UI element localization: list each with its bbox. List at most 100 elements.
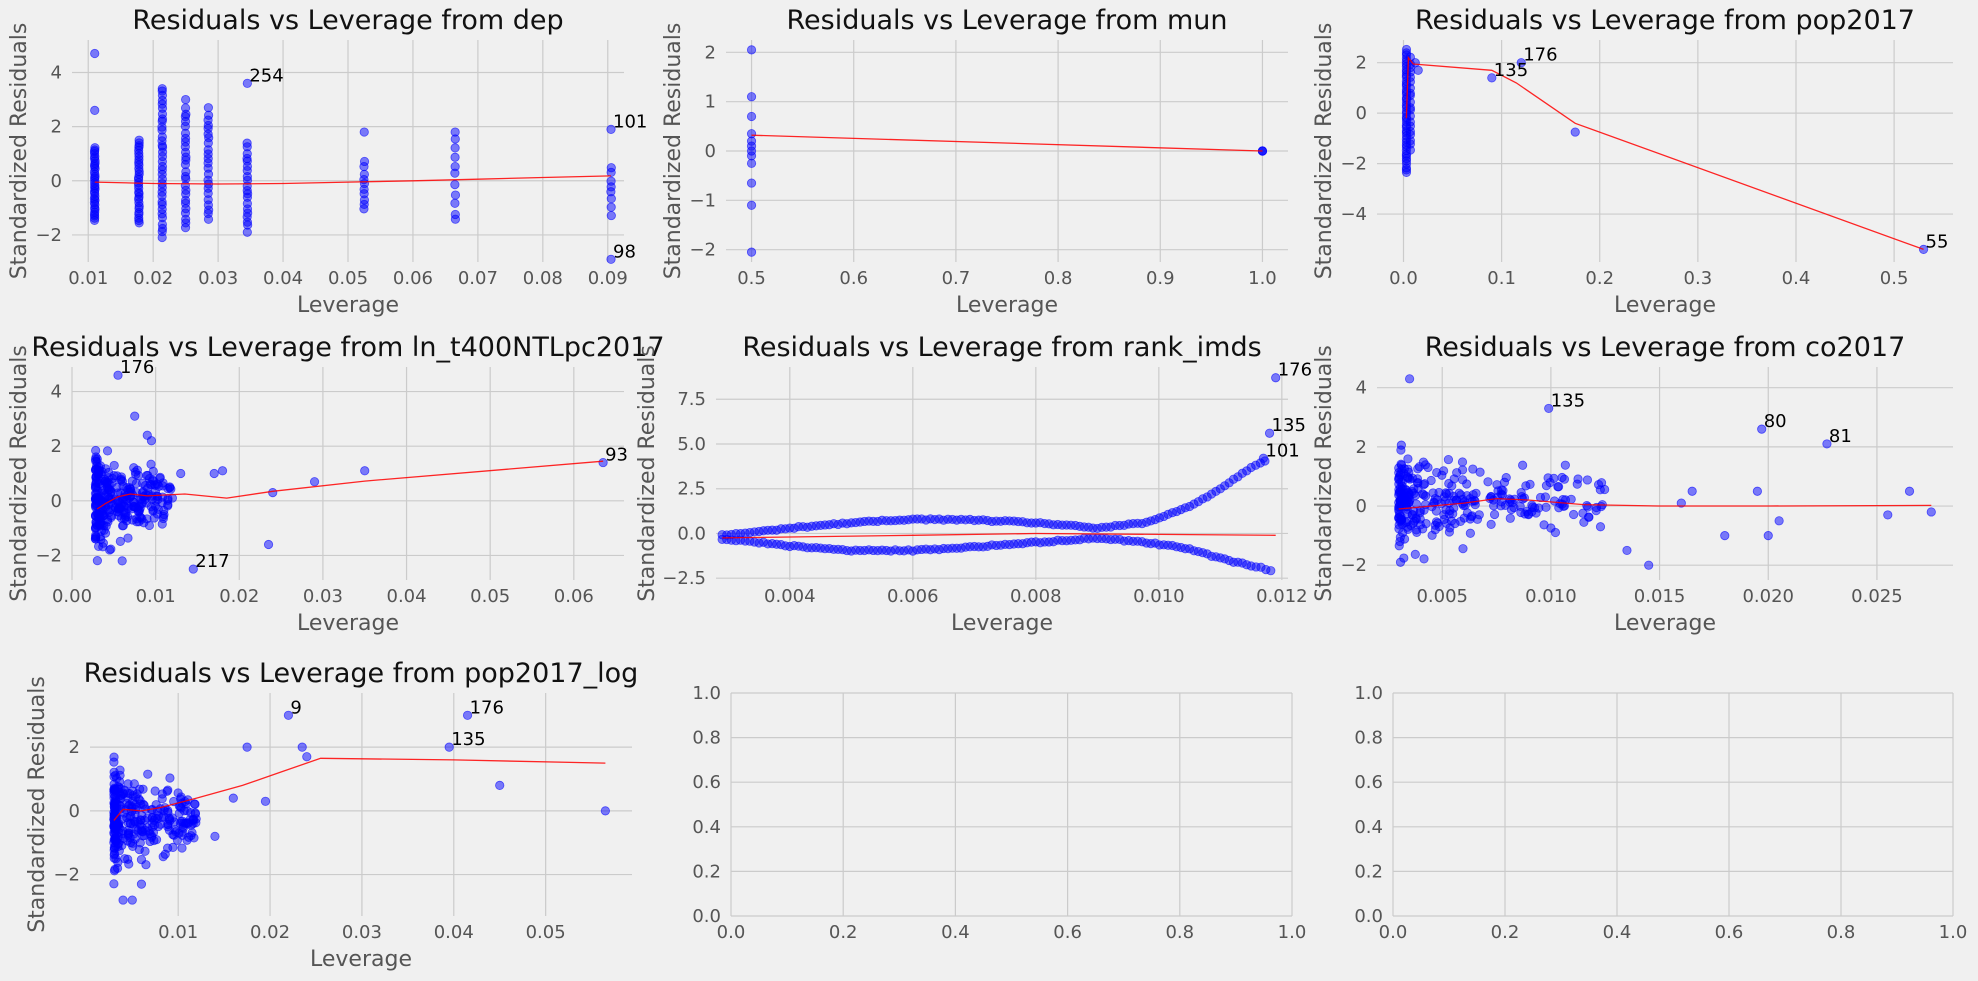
x-tick-label: 0.2 [1491, 922, 1520, 943]
y-tick-label: 0 [51, 171, 62, 192]
data-point [1410, 549, 1420, 560]
data-point [1475, 467, 1485, 477]
data-point [159, 509, 169, 520]
point-annotation: 101 [1265, 440, 1299, 461]
data-point [1444, 478, 1454, 489]
point-annotation: 9 [290, 697, 301, 718]
chart-title: Residuals vs Leverage from rank_imds [742, 332, 1261, 363]
y-tick-label: 1 [705, 92, 716, 113]
data-point [123, 779, 133, 789]
data-point [1397, 498, 1407, 509]
data-point [1396, 445, 1406, 455]
x-axis-label: Leverage [297, 293, 399, 318]
data-point [189, 799, 200, 809]
data-point [1499, 477, 1510, 487]
data-point [1926, 507, 1936, 517]
data-point [606, 124, 616, 134]
data-point [1432, 495, 1442, 505]
y-axis-label: Standardized Residuals [1312, 23, 1337, 280]
x-tick-label: 0.08 [523, 268, 563, 289]
point-annotation: 217 [195, 551, 229, 572]
data-point [163, 843, 173, 853]
y-tick-label: 0.4 [1354, 817, 1383, 838]
data-point [450, 180, 460, 190]
data-point [159, 812, 169, 822]
data-point [1492, 480, 1502, 490]
data-point [1430, 525, 1440, 535]
data-point [1415, 520, 1425, 530]
lowess-line [1398, 497, 1932, 510]
subplot-5: 0.004 0.006 0.008 0.010 0.012 −2.5 0.0 2.5 5.0 7.… [635, 332, 1312, 636]
x-tick-label: 0.6 [1053, 922, 1082, 943]
data-point [1883, 510, 1893, 520]
data-point [302, 752, 312, 762]
data-point [1560, 460, 1570, 470]
data-point [147, 818, 158, 828]
data-point [450, 161, 460, 172]
data-point [1403, 454, 1413, 464]
x-tick-label: 0.8 [1044, 268, 1073, 289]
data-point [90, 48, 100, 59]
y-tick-label: 0.2 [1354, 861, 1383, 882]
data-point [181, 94, 191, 105]
data-point [165, 773, 175, 783]
y-tick-label: 0.0 [1354, 906, 1383, 927]
data-point [359, 127, 369, 137]
data-point [450, 198, 460, 208]
data-point [283, 710, 294, 720]
point-annotation: 176 [1278, 360, 1312, 381]
data-point [1472, 514, 1483, 524]
y-tick-label: 1.0 [692, 683, 721, 704]
data-point [1413, 65, 1423, 75]
x-tick-label: 0.07 [458, 268, 498, 289]
y-tick-label: 1.0 [1354, 683, 1383, 704]
y-tick-label: 2.5 [677, 479, 706, 500]
data-point [1582, 500, 1592, 511]
point-annotation: 98 [613, 241, 636, 262]
data-point [149, 835, 159, 846]
data-point [116, 794, 126, 804]
data-point [135, 838, 145, 848]
data-point [109, 842, 119, 853]
point-annotation: 135 [1551, 390, 1585, 411]
data-point [109, 460, 119, 471]
data-point [1413, 484, 1423, 494]
data-point [1505, 513, 1515, 523]
data-point [1570, 127, 1580, 137]
lowess-line [1405, 55, 1924, 251]
y-tick-label: 2 [51, 117, 62, 138]
subplot-6: 0.005 0.010 0.015 0.020 0.025 −2 0 2 4 Residuals … [1312, 332, 1953, 636]
y-tick-label: 0 [1356, 496, 1367, 517]
data-point [1516, 58, 1526, 68]
data-point [123, 533, 133, 543]
data-point [186, 808, 196, 818]
data-point [1540, 492, 1551, 502]
data-point [1409, 506, 1419, 516]
data-point [1676, 498, 1686, 508]
data-point [1399, 534, 1410, 544]
y-tick-label: 0 [69, 801, 80, 822]
x-tick-label: 0.015 [1634, 586, 1686, 607]
data-point [1549, 473, 1559, 483]
data-point [359, 169, 369, 179]
data-point [1446, 516, 1457, 526]
data-point [1444, 498, 1454, 508]
y-tick-label: 0.6 [1354, 772, 1383, 793]
x-tick-label: 0.05 [470, 586, 510, 607]
data-point [1573, 474, 1583, 484]
data-point [450, 209, 460, 220]
data-point [1452, 468, 1462, 478]
data-point [109, 752, 119, 762]
data-point [210, 831, 220, 841]
data-point [90, 105, 100, 115]
x-tick-label: 0.09 [588, 268, 628, 289]
x-tick-label: 0.04 [263, 268, 303, 289]
data-point [134, 794, 144, 804]
data-point [1266, 566, 1276, 576]
data-point [1403, 487, 1413, 497]
data-point [136, 815, 146, 825]
y-tick-label: −2 [1340, 154, 1367, 175]
data-point [109, 879, 119, 889]
y-tick-label: 2 [1356, 437, 1367, 458]
y-tick-label: 0.6 [692, 772, 721, 793]
